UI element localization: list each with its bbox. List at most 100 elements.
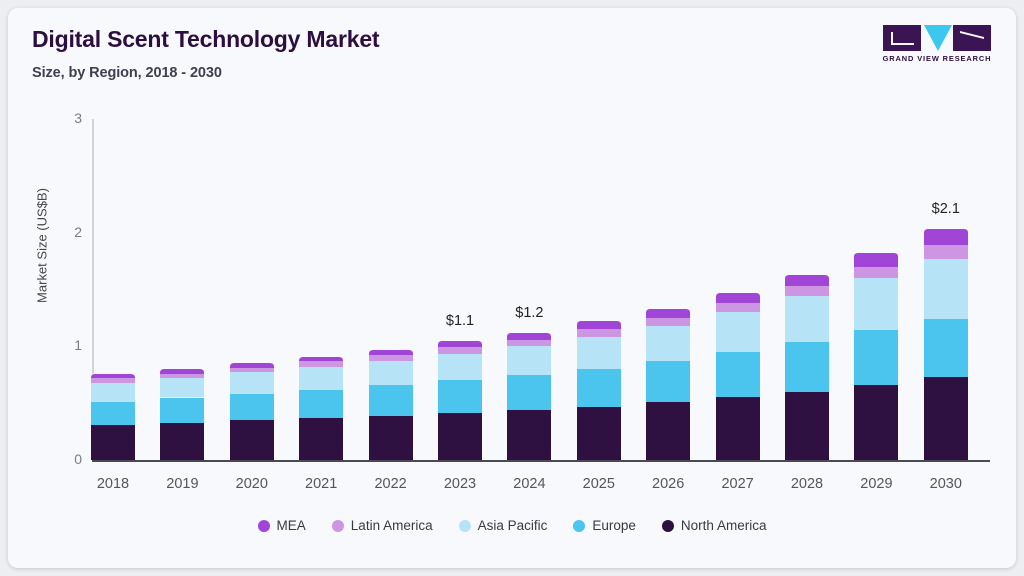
bar-2029[interactable] <box>854 252 899 460</box>
bar-segment-europe[interactable] <box>646 360 691 403</box>
x-tick-label: 2026 <box>652 476 685 492</box>
bar-2018[interactable] <box>91 372 135 460</box>
bar-segment-mea[interactable] <box>91 372 135 379</box>
bar-segment-asia-pacific[interactable] <box>160 377 205 398</box>
bar-2025[interactable] <box>576 320 621 460</box>
bar-segment-europe[interactable] <box>229 393 274 421</box>
bar-segment-europe[interactable] <box>715 351 760 398</box>
bar-segment-north-america[interactable] <box>507 410 552 460</box>
bar-segment-asia-pacific[interactable] <box>576 336 621 370</box>
bar-segment-north-america[interactable] <box>368 415 413 460</box>
bar-segment-asia-pacific[interactable] <box>368 360 413 385</box>
y-axis-label: Market Size (US$B) <box>34 188 50 303</box>
bar-2028[interactable] <box>785 273 829 460</box>
x-tick-label: 2021 <box>305 476 338 492</box>
bar-segment-mea[interactable] <box>368 348 413 356</box>
bar-segment-asia-pacific[interactable] <box>646 324 691 362</box>
bar-segment-mea[interactable] <box>576 320 621 330</box>
bar-segment-asia-pacific[interactable] <box>299 365 344 390</box>
bar-2030[interactable] <box>923 228 968 460</box>
bar-segment-mea[interactable] <box>507 331 552 340</box>
bar-segment-latin-america[interactable] <box>91 377 135 383</box>
bar-segment-mea[interactable] <box>923 228 968 246</box>
bar-segment-asia-pacific[interactable] <box>785 295 829 342</box>
bar-segment-mea[interactable] <box>438 339 482 348</box>
bar-segment-north-america[interactable] <box>854 384 899 460</box>
bar-segment-europe[interactable] <box>299 388 344 418</box>
legend-item-asia-pacific[interactable]: Asia Pacific <box>458 518 547 533</box>
legend-item-mea[interactable]: MEA <box>257 518 306 533</box>
bar-segment-europe[interactable] <box>368 383 413 416</box>
bar-2023[interactable] <box>438 339 482 460</box>
y-tick-label: 1 <box>74 337 82 354</box>
bar-segment-north-america[interactable] <box>229 420 274 460</box>
bar-2022[interactable] <box>368 348 413 460</box>
bar-segment-mea[interactable] <box>299 355 344 362</box>
bar-segment-asia-pacific[interactable] <box>923 257 968 320</box>
bar-2027[interactable] <box>715 291 760 460</box>
x-axis-line <box>92 460 990 462</box>
chart-card: Digital Scent Technology Market Size, by… <box>8 8 1016 568</box>
bar-segment-europe[interactable] <box>785 340 829 392</box>
bar-segment-latin-america[interactable] <box>923 244 968 259</box>
bar-segment-north-america[interactable] <box>715 397 760 460</box>
bar-segment-north-america[interactable] <box>160 422 205 460</box>
legend-label: Latin America <box>350 518 433 533</box>
legend-item-europe[interactable]: Europe <box>573 518 636 533</box>
bar-segment-latin-america[interactable] <box>299 360 344 367</box>
bar-2024[interactable] <box>507 331 552 460</box>
legend-label: MEA <box>276 518 306 533</box>
bar-segment-mea[interactable] <box>785 273 829 287</box>
bar-segment-north-america[interactable] <box>91 424 135 460</box>
bar-segment-latin-america[interactable] <box>646 316 691 326</box>
bar-segment-north-america[interactable] <box>923 377 968 460</box>
bar-segment-asia-pacific[interactable] <box>854 277 899 331</box>
bar-segment-europe[interactable] <box>160 396 205 423</box>
bar-segment-mea[interactable] <box>854 252 899 267</box>
bar-segment-north-america[interactable] <box>438 413 482 460</box>
bar-segment-north-america[interactable] <box>646 402 691 460</box>
bar-segment-europe[interactable] <box>576 368 621 407</box>
bar-segment-latin-america[interactable] <box>576 328 621 338</box>
logo-triangle-icon <box>924 25 952 51</box>
bar-segment-north-america[interactable] <box>576 406 621 460</box>
page-subtitle: Size, by Region, 2018 - 2030 <box>32 65 222 81</box>
x-tick-label: 2027 <box>721 476 754 492</box>
bar-segment-latin-america[interactable] <box>368 354 413 362</box>
bar-segment-mea[interactable] <box>160 368 205 374</box>
bar-segment-mea[interactable] <box>715 291 760 304</box>
bar-segment-asia-pacific[interactable] <box>229 371 274 395</box>
stacked-bar-chart: Market Size (US$B) 0 1 2 3 2018 2019 2020 2021… <box>8 8 1016 568</box>
bar-segment-mea[interactable] <box>229 362 274 368</box>
bar-segment-europe[interactable] <box>438 379 482 414</box>
bar-segment-mea[interactable] <box>646 307 691 318</box>
x-tick-label: 2023 <box>443 476 477 492</box>
logo-block-right-icon <box>953 25 991 51</box>
bar-2026[interactable] <box>646 307 691 460</box>
bar-segment-latin-america[interactable] <box>438 346 482 355</box>
bar-segment-latin-america[interactable] <box>715 302 760 313</box>
x-tick-label: 2029 <box>860 476 893 492</box>
bar-2020[interactable] <box>229 362 274 460</box>
bar-segment-asia-pacific[interactable] <box>91 381 135 403</box>
bar-segment-asia-pacific[interactable] <box>438 353 482 381</box>
bar-segment-latin-america[interactable] <box>507 338 552 347</box>
x-tick-label: 2028 <box>790 476 824 492</box>
bar-segment-north-america[interactable] <box>299 417 344 460</box>
bar-segment-latin-america[interactable] <box>854 265 899 279</box>
legend-label: Europe <box>592 518 636 533</box>
bar-segment-europe[interactable] <box>91 401 135 425</box>
bar-segment-north-america[interactable] <box>785 391 829 460</box>
bar-segment-europe[interactable] <box>854 329 899 385</box>
legend-swatch-icon <box>257 519 270 532</box>
bar-2021[interactable] <box>299 355 344 460</box>
bar-segment-europe[interactable] <box>507 373 552 410</box>
legend-item-north-america[interactable]: North America <box>661 518 766 533</box>
bar-segment-europe[interactable] <box>923 318 968 378</box>
bar-segment-asia-pacific[interactable] <box>507 345 552 375</box>
legend-item-latin-america[interactable]: Latin America <box>331 518 433 533</box>
bar-segment-asia-pacific[interactable] <box>715 311 760 353</box>
bar-2019[interactable] <box>160 368 205 460</box>
bar-segment-latin-america[interactable] <box>785 285 829 297</box>
x-tick-label: 2025 <box>582 476 615 492</box>
